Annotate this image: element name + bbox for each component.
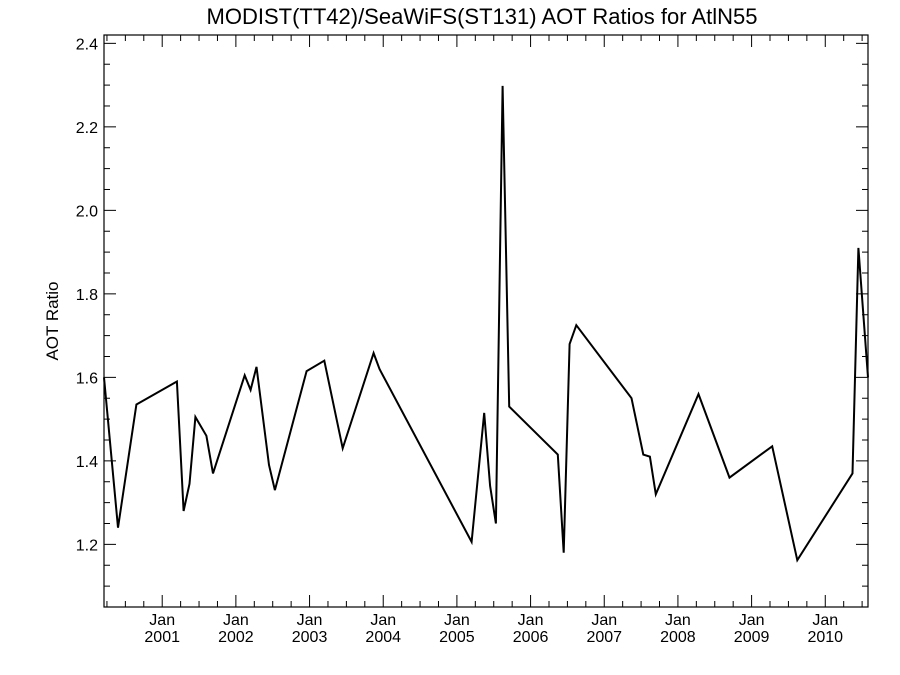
x-tick-label-month: Jan bbox=[370, 612, 396, 629]
x-tick-label-month: Jan bbox=[812, 612, 838, 629]
plot-frame bbox=[103, 34, 869, 608]
x-tick-label-month: Jan bbox=[297, 612, 323, 629]
y-tick-label: 2.0 bbox=[76, 203, 98, 220]
x-tick-label-month: Jan bbox=[149, 612, 175, 629]
x-tick-label-month: Jan bbox=[518, 612, 544, 629]
y-axis-label: AOT Ratio bbox=[43, 281, 62, 360]
chart-title: MODIST(TT42)/SeaWiFS(ST131) AOT Ratios f… bbox=[207, 4, 758, 29]
x-tick-label-month: Jan bbox=[444, 612, 470, 629]
x-tick-label-year: 2010 bbox=[807, 629, 843, 646]
y-ticks: 1.2 1.4 1.6 1.8 2.0 2.2 2.4 bbox=[76, 36, 868, 608]
x-tick-label-year: 2008 bbox=[660, 629, 696, 646]
x-tick-label-month: Jan bbox=[591, 612, 617, 629]
x-ticks: Jan2001Jan2002Jan2003Jan2004Jan2005Jan20… bbox=[106, 35, 863, 646]
y-tick-label: 1.8 bbox=[76, 287, 98, 304]
x-tick-label-year: 2005 bbox=[439, 629, 475, 646]
x-tick-label-year: 2007 bbox=[586, 629, 622, 646]
x-tick-label-month: Jan bbox=[665, 612, 691, 629]
y-tick-label: 1.6 bbox=[76, 370, 98, 387]
x-tick-label-year: 2009 bbox=[734, 629, 770, 646]
x-tick-label-year: 2006 bbox=[513, 629, 549, 646]
y-tick-label: 1.2 bbox=[76, 537, 98, 554]
x-tick-label-year: 2004 bbox=[365, 629, 401, 646]
x-tick-label-year: 2002 bbox=[218, 629, 254, 646]
x-tick-label-year: 2001 bbox=[144, 629, 180, 646]
y-tick-label: 2.2 bbox=[76, 120, 98, 137]
x-tick-label-month: Jan bbox=[739, 612, 765, 629]
y-tick-label: 2.4 bbox=[76, 36, 98, 53]
series-line bbox=[103, 85, 869, 563]
y-tick-label: 1.4 bbox=[76, 454, 98, 471]
x-tick-label-month: Jan bbox=[223, 612, 249, 629]
x-tick-label-year: 2003 bbox=[292, 629, 328, 646]
plot-area bbox=[103, 34, 869, 608]
